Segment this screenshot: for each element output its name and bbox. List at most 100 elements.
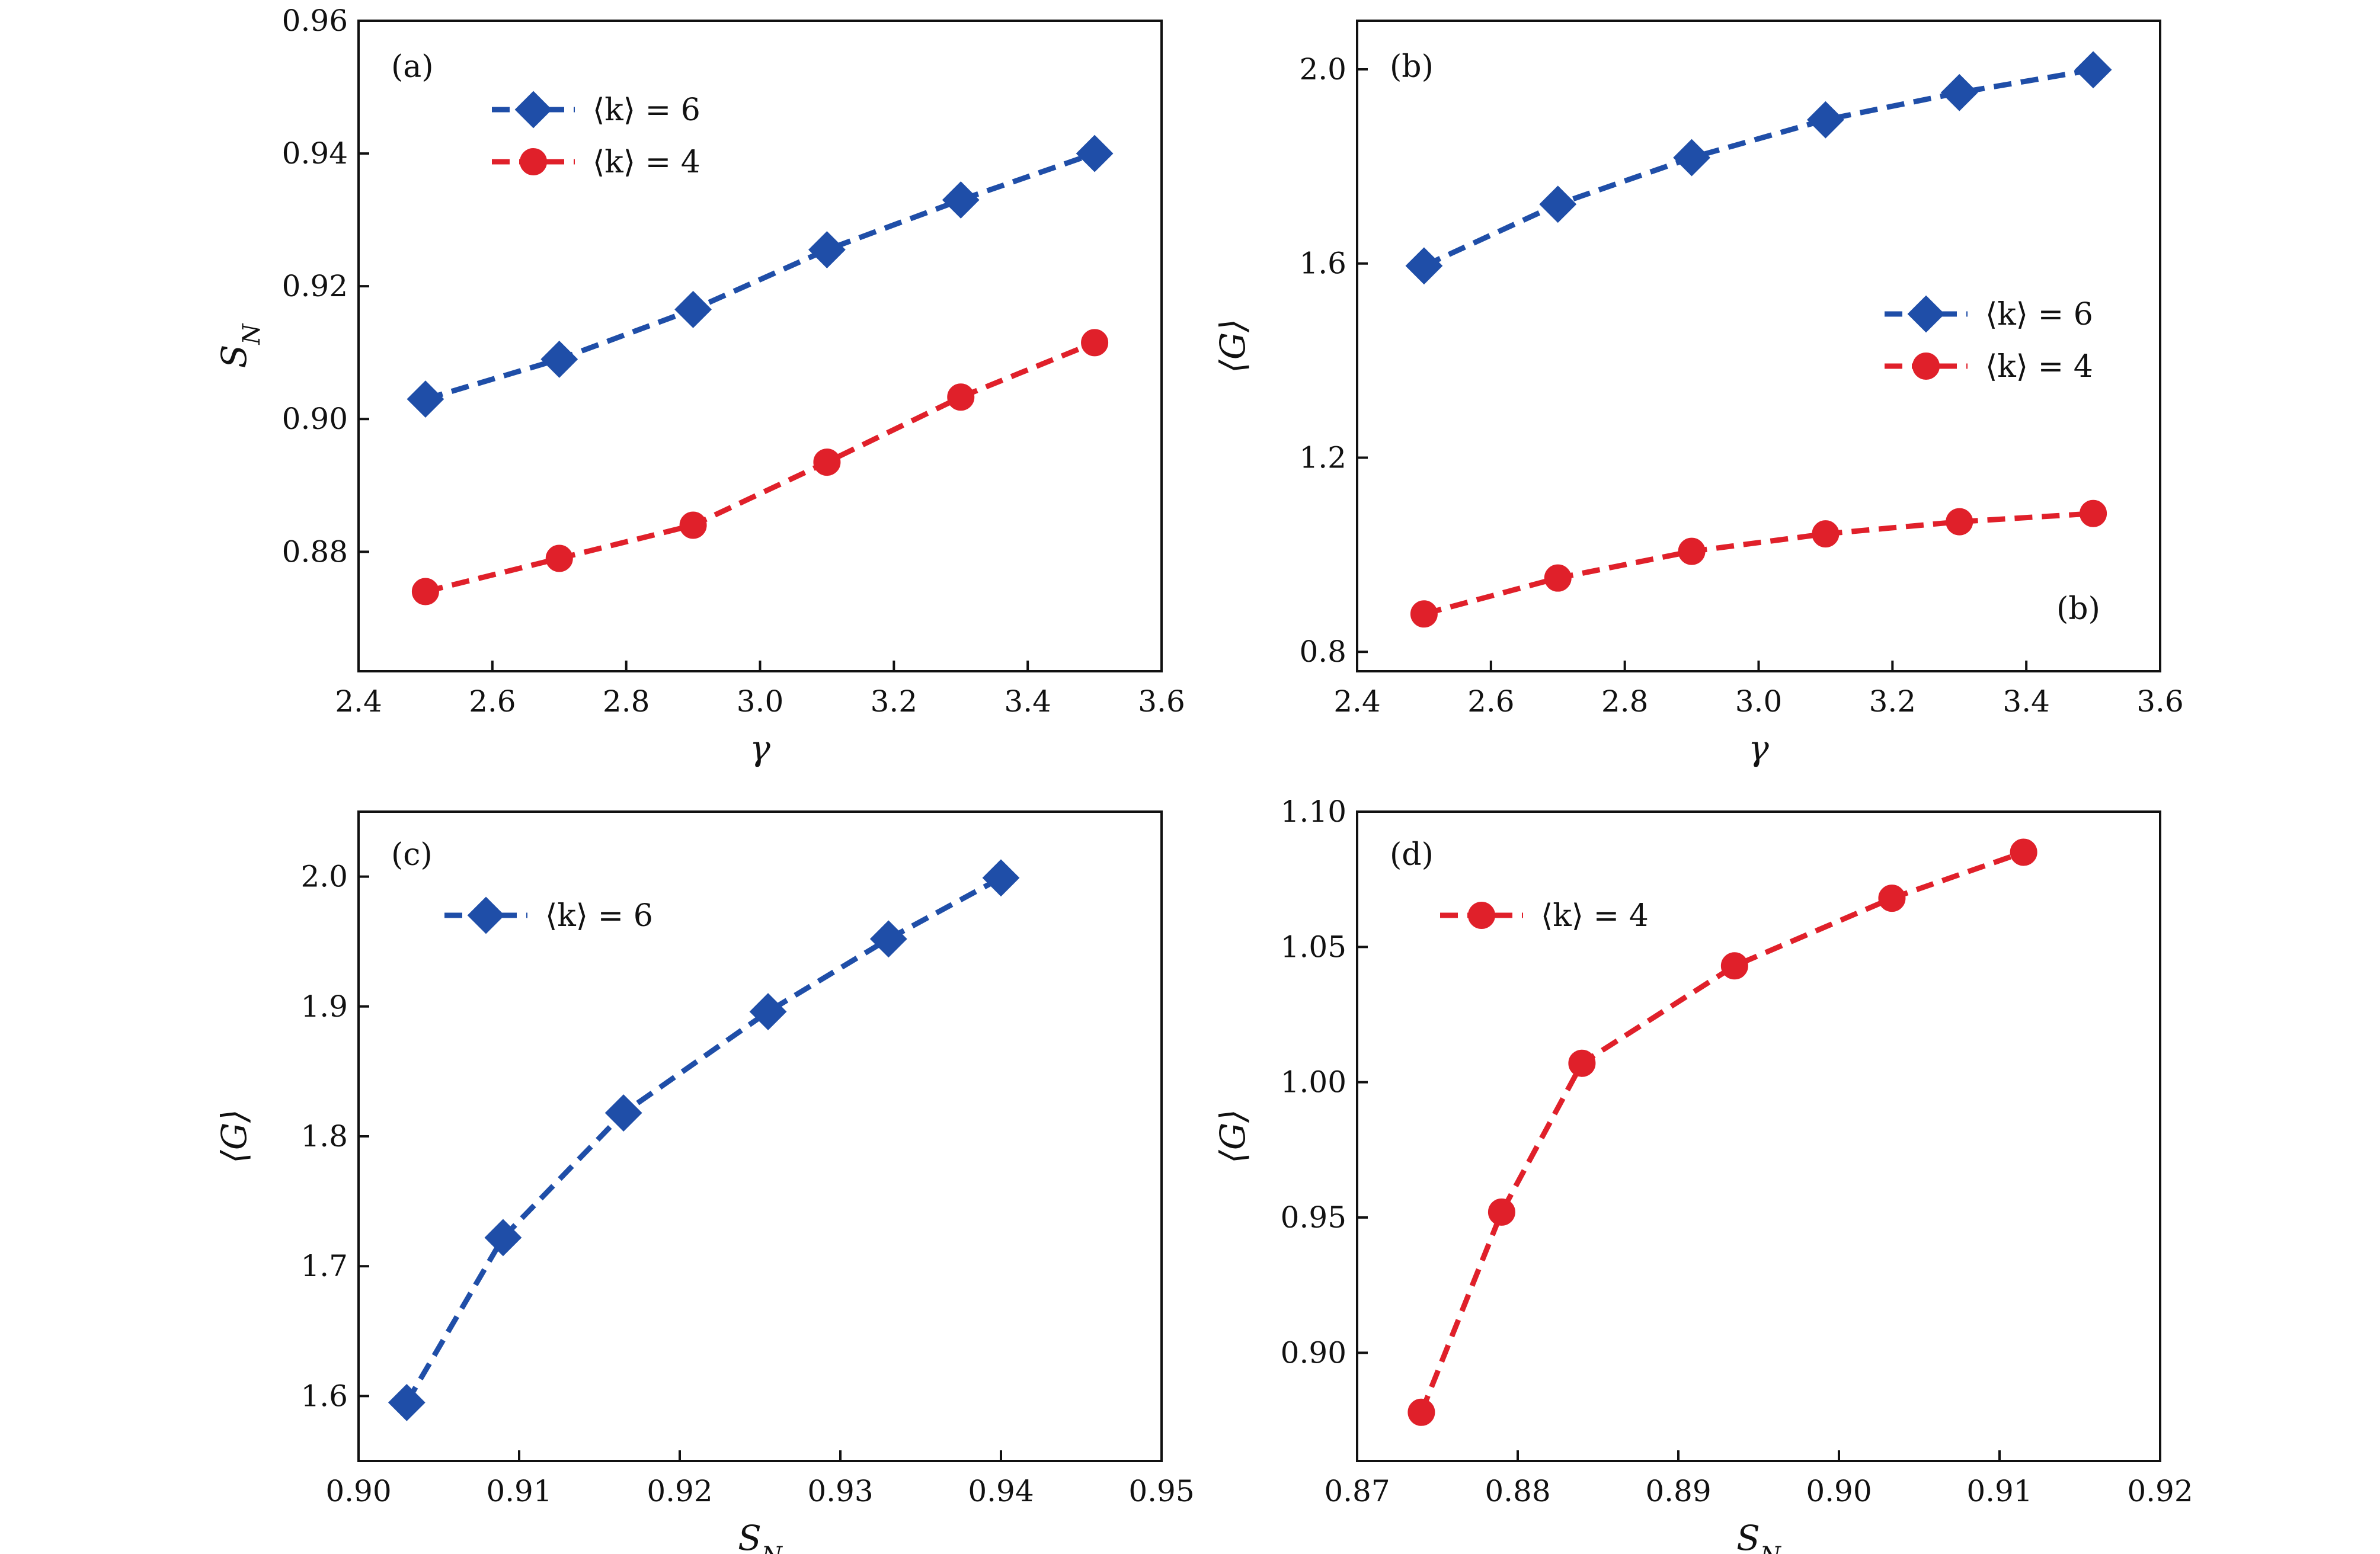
data-point	[2074, 51, 2112, 89]
series-line	[1419, 850, 2025, 1414]
legend-entry: ⟨k⟩ = 4	[1440, 898, 1649, 934]
y-axis-label: ⟨G⟩	[1213, 319, 1253, 373]
y-tick-label: 2.0	[300, 860, 348, 894]
plot-frame-a	[357, 20, 1163, 672]
x-axis-label: SN	[1736, 1518, 1782, 1554]
data-point	[1568, 1049, 1596, 1077]
legend-entry: ⟨k⟩ = 4	[1885, 349, 2093, 385]
data-point	[2010, 838, 2037, 866]
x-tick-label: 3.4	[1004, 684, 1051, 719]
legend-marker	[467, 896, 505, 934]
data-point	[869, 920, 907, 958]
legend-label: ⟨k⟩ = 4	[593, 145, 700, 180]
legend-label: ⟨k⟩ = 6	[593, 92, 700, 128]
x-tick-label: 2.8	[603, 684, 650, 719]
y-tick-label: 0.92	[282, 269, 348, 303]
x-tick-label: 0.88	[1485, 1474, 1550, 1508]
y-tick-label: 0.90	[1281, 1335, 1346, 1370]
data-point	[749, 993, 787, 1030]
x-tick-label: 3.6	[2136, 684, 2184, 719]
series-k6	[407, 134, 1114, 418]
panel-tag: (b)	[1390, 49, 1434, 85]
y-tick-label: 1.00	[1281, 1065, 1346, 1100]
y-tick-label: 2.0	[1299, 52, 1346, 86]
panel-tag: (d)	[1390, 837, 1434, 873]
x-tick-label: 3.6	[1138, 684, 1185, 719]
y-tick-label: 1.6	[300, 1379, 348, 1413]
series-k4	[411, 329, 1109, 605]
data-point	[1407, 1398, 1435, 1426]
x-axis-label: γ	[750, 728, 770, 768]
data-point	[1946, 508, 1973, 536]
x-tick-label: 2.6	[1467, 684, 1515, 719]
panel-tag: (a)	[391, 49, 434, 85]
data-point	[1678, 537, 1706, 565]
y-tick-label: 1.9	[300, 989, 348, 1024]
legend-marker	[520, 148, 547, 175]
x-tick-label: 3.0	[1735, 684, 1783, 719]
data-point	[604, 1094, 642, 1132]
panel-tag: (c)	[391, 837, 433, 873]
legend-marker	[1907, 295, 1945, 333]
data-point	[942, 181, 980, 219]
series-line	[1423, 67, 2094, 268]
x-tick-label: 0.92	[2127, 1474, 2193, 1508]
data-point	[1076, 134, 1114, 172]
panel-a: 2.4 2.6 2.8 3.0 3.2 3.4 3.6 0.88 0.90 0.92 0.94 0.9…	[214, 4, 1185, 768]
x-tick-label: 0.92	[647, 1474, 712, 1508]
data-point	[1544, 564, 1572, 592]
x-axis-label: SN	[738, 1518, 783, 1554]
data-point	[982, 859, 1020, 897]
x-tick-label: 0.91	[486, 1474, 552, 1508]
panel-tag-secondary: (b)	[2056, 591, 2100, 627]
legend-label: ⟨k⟩ = 4	[1541, 898, 1649, 934]
series-k4	[1410, 499, 2107, 628]
legend-label: ⟨k⟩ = 6	[1985, 297, 2093, 332]
legend-marker	[1912, 353, 1940, 380]
data-point	[1405, 247, 1443, 285]
y-axis-label: ⟨G⟩	[1213, 1109, 1253, 1164]
x-tick-label: 0.94	[968, 1474, 1034, 1508]
x-tick-label: 0.95	[1128, 1474, 1194, 1508]
x-tick-label: 0.90	[1806, 1474, 1872, 1508]
y-tick-label: 0.88	[282, 534, 348, 569]
y-tick-label: 0.8	[1299, 635, 1346, 669]
series-line	[424, 340, 1096, 594]
y-tick-label: 0.90	[282, 402, 348, 436]
x-tick-label: 0.90	[325, 1474, 391, 1508]
legend-marker	[514, 91, 552, 129]
legend-label: ⟨k⟩ = 6	[545, 898, 653, 934]
legend-entry: ⟨k⟩ = 6	[444, 896, 653, 934]
data-point	[1081, 329, 1109, 357]
series-line	[1423, 511, 2094, 617]
y-axis-label: SN	[214, 323, 265, 369]
plot-frame-b	[1356, 20, 2161, 672]
y-tick-label: 0.94	[282, 136, 348, 171]
series-k6	[1405, 51, 2112, 285]
data-point	[540, 340, 578, 378]
x-tick-label: 3.2	[1869, 684, 1917, 719]
legend-marker	[1468, 902, 1495, 929]
data-point	[388, 1383, 426, 1421]
y-tick-label: 0.96	[282, 4, 348, 38]
plot-frame-d	[1356, 810, 2161, 1462]
x-tick-label: 2.8	[1601, 684, 1649, 719]
x-tick-label: 3.2	[871, 684, 918, 719]
x-tick-label: 2.4	[1333, 684, 1381, 719]
data-point	[1720, 952, 1748, 980]
y-axis-label: ⟨G⟩	[214, 1109, 254, 1164]
data-point	[484, 1219, 522, 1257]
series-k4	[1407, 838, 2037, 1426]
y-tick-label: 0.95	[1281, 1200, 1346, 1235]
x-tick-label: 0.89	[1645, 1474, 1711, 1508]
y-tick-label: 1.10	[1281, 794, 1346, 829]
data-point	[1807, 101, 1844, 139]
legend-entry: ⟨k⟩ = 6	[1885, 295, 2093, 333]
data-point	[1539, 185, 1577, 223]
data-point	[674, 290, 712, 328]
data-point	[1410, 600, 1438, 628]
legend-entry: ⟨k⟩ = 6	[492, 91, 700, 129]
data-point	[1940, 73, 1978, 111]
data-point	[411, 578, 439, 605]
